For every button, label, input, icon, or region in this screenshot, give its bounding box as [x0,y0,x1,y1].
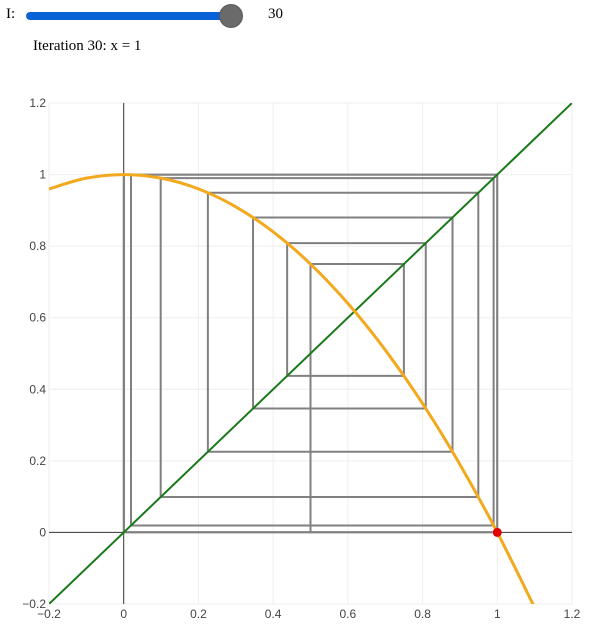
y-tick-label: 1.2 [29,96,46,110]
y-tick-label: 0 [39,525,46,539]
x-tick-label: 1.2 [564,607,581,621]
map-curve [49,173,535,604]
x-tick-label: 0.6 [340,607,357,621]
slider-value: 30 [268,6,283,22]
x-tick-label: 0.2 [190,607,207,621]
curve-layer [49,103,572,604]
x-tick-label: −0.2 [37,607,61,621]
y-tick-label: 0.8 [29,239,46,253]
slider-label: I: [6,6,16,22]
current-point-marker [492,527,502,537]
y-tick-label: 0.6 [29,311,46,325]
iteration-slider-row: I: 30 [0,0,591,32]
iteration-slider-track[interactable] [26,12,234,20]
x-tick-label: 0.4 [265,607,282,621]
x-tick-label: 0.8 [414,607,431,621]
iteration-slider-thumb[interactable] [220,5,242,27]
tick-labels: −0.2 0 0.2 0.4 0.6 0.8 1 1.2 −0.2 0 0.2 0.4 0.6 0.8 1 1… [22,96,580,621]
identity-line [49,103,572,604]
y-tick-label: −0.2 [22,597,46,611]
iteration-slider-fill [26,12,234,20]
iteration-status: Iteration 30: x = 1 [33,38,142,54]
y-tick-label: 0.4 [29,382,46,396]
y-tick-label: 0.2 [29,454,46,468]
x-tick-label: 0 [120,607,127,621]
y-tick-label: 1 [39,168,46,182]
x-tick-label: 1 [494,607,501,621]
